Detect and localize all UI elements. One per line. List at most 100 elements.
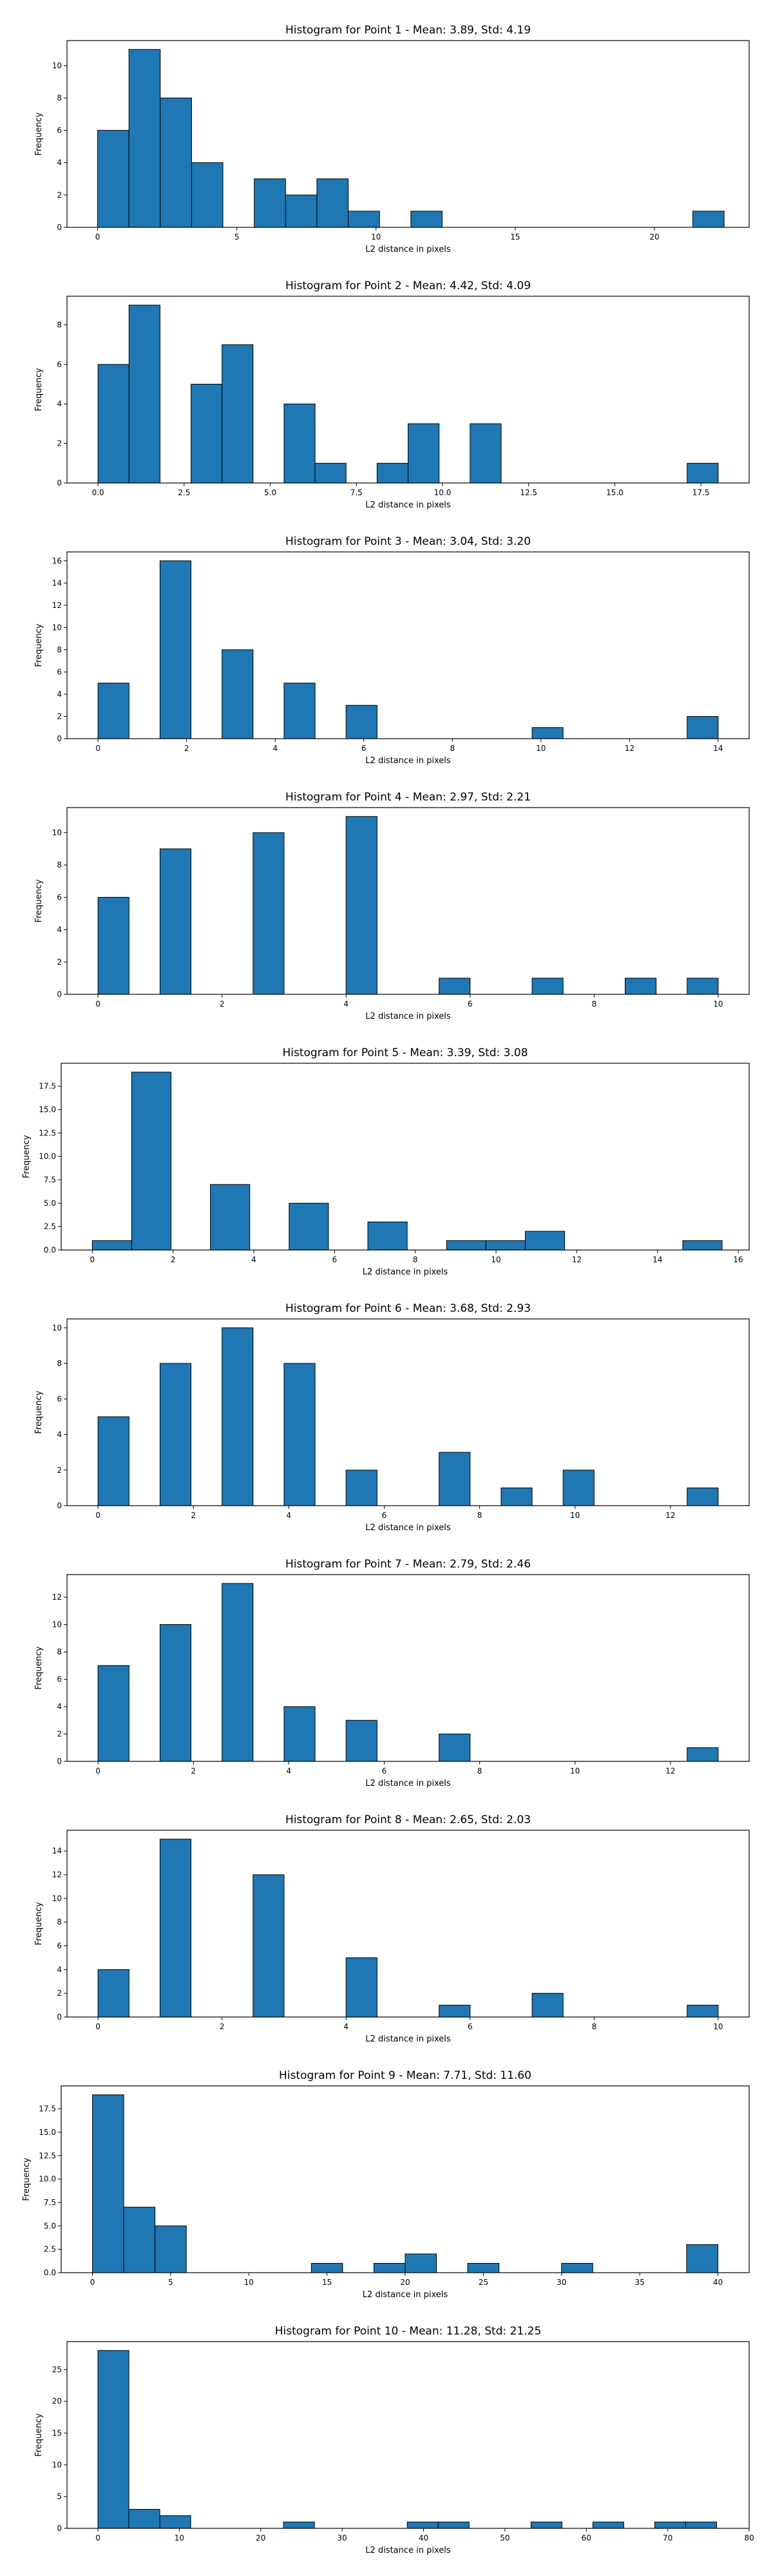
y-tick-label: 0	[57, 2524, 62, 2533]
y-tick-label: 2	[57, 191, 62, 200]
x-tick-label: 4	[272, 744, 278, 753]
y-tick-label: 4	[57, 158, 62, 167]
x-tick-label: 30	[557, 2278, 566, 2287]
y-tick-label: 12.5	[39, 2151, 56, 2160]
y-tick-label: 6	[57, 360, 62, 369]
histogram-bar	[283, 403, 316, 484]
y-tick-label: 7.5	[44, 1175, 56, 1184]
y-tick-label: 14	[52, 1846, 62, 1855]
y-axis-label: Frequency	[34, 368, 44, 411]
histogram-bar	[128, 305, 160, 484]
y-tick-label: 5.0	[44, 1198, 56, 1208]
y-tick-label: 2	[57, 1730, 62, 1739]
histogram-bar	[531, 727, 564, 739]
histogram-bar	[91, 1240, 132, 1251]
x-tick-label: 0	[90, 2278, 95, 2287]
y-tick-label: 4	[57, 1965, 62, 1974]
histogram-bar	[687, 462, 719, 484]
x-tick-label: 6	[361, 744, 367, 753]
x-tick-label: 0	[90, 1255, 95, 1264]
histogram-bar	[253, 1874, 285, 2018]
y-tick-label: 10	[52, 623, 62, 632]
histogram-bar	[687, 1747, 719, 1762]
histogram-bar	[128, 2508, 160, 2529]
plot-frame	[66, 807, 750, 995]
x-tick-label: 10	[244, 2278, 254, 2287]
histogram-bar	[191, 384, 223, 484]
y-tick-label: 10	[52, 2460, 62, 2469]
histogram-bar	[501, 1487, 533, 1506]
x-axis-label: L2 distance in pixels	[365, 2546, 451, 2555]
y-tick-label: 0.0	[44, 1245, 56, 1255]
x-tick-label: 10	[570, 1511, 580, 1520]
x-tick-label: 12.5	[520, 488, 537, 497]
y-tick-label: 0.0	[44, 2268, 56, 2277]
histogram-bar	[376, 462, 409, 484]
chart-title: Histogram for Point 10 - Mean: 11.28, St…	[275, 2325, 542, 2338]
y-tick-label: 10	[52, 1894, 62, 1903]
x-tick-label: 7.5	[350, 488, 363, 497]
plot-frame	[66, 1830, 750, 2018]
histogram-bar	[624, 978, 657, 995]
histogram-bar	[467, 2262, 500, 2273]
histogram-bar	[562, 1470, 595, 1506]
y-tick-label: 4	[57, 1702, 62, 1711]
histogram-bar	[159, 1363, 192, 1506]
x-tick-label: 8	[413, 1255, 418, 1264]
y-tick-label: 10	[52, 61, 62, 70]
x-tick-label: 10.0	[434, 488, 452, 497]
histogram-bar	[470, 423, 502, 484]
y-tick-label: 10.0	[39, 1152, 56, 1161]
y-tick-label: 8	[57, 645, 62, 654]
histogram-bar	[531, 1993, 564, 2018]
histogram-bar	[285, 194, 318, 228]
y-tick-label: 12	[52, 1593, 62, 1602]
x-tick-label: 15	[510, 232, 520, 242]
x-tick-label: 30	[337, 2533, 347, 2543]
x-axis-label: L2 distance in pixels	[365, 500, 451, 510]
histogram-bar	[97, 1665, 129, 1762]
histogram-bar	[97, 1969, 129, 2018]
x-axis-label: L2 distance in pixels	[363, 2290, 448, 2300]
plot-frame	[66, 551, 750, 739]
histogram-bar	[159, 2515, 191, 2529]
x-tick-label: 8	[477, 1511, 482, 1520]
histogram-bar	[222, 344, 254, 484]
y-tick-label: 6	[57, 126, 62, 135]
histogram-bar	[348, 211, 380, 228]
x-tick-label: 8	[591, 2022, 596, 2031]
x-tick-label: 2.5	[178, 488, 190, 497]
y-tick-label: 8	[57, 860, 62, 869]
y-axis-label: Frequency	[34, 1902, 44, 1945]
x-tick-label: 4	[343, 999, 348, 1009]
histogram-bar	[222, 1327, 254, 1506]
x-tick-label: 4	[287, 1766, 292, 1776]
x-tick-label: 14	[653, 1255, 662, 1264]
x-tick-label: 12	[572, 1255, 582, 1264]
histogram-bar	[210, 1184, 251, 1251]
y-tick-label: 6	[57, 1942, 62, 1951]
histogram-bar	[97, 683, 129, 739]
x-tick-label: 10	[713, 999, 723, 1009]
histogram-bar	[159, 848, 192, 995]
y-tick-label: 0	[57, 223, 62, 232]
histogram-bar	[592, 2521, 624, 2529]
y-tick-label: 8	[57, 320, 62, 329]
histogram-bar	[131, 1072, 171, 1251]
x-tick-label: 2	[191, 1766, 196, 1776]
histogram-bar	[97, 1416, 129, 1506]
y-tick-label: 6	[57, 1394, 62, 1403]
y-tick-label: 7.5	[44, 2198, 56, 2207]
y-axis-label: Frequency	[22, 2157, 32, 2201]
histogram-bar	[159, 1839, 192, 2018]
y-tick-label: 10	[52, 1620, 62, 1629]
histogram-bar	[687, 978, 719, 995]
histogram-bar	[373, 2262, 406, 2273]
x-axis-label: L2 distance in pixels	[365, 1523, 451, 1533]
y-tick-label: 2.5	[44, 2245, 56, 2254]
histogram-bar	[439, 978, 471, 995]
histogram-bar	[408, 423, 440, 484]
chart-title: Histogram for Point 4 - Mean: 2.97, Std:…	[285, 791, 531, 804]
histogram-bar	[485, 1240, 526, 1251]
x-tick-label: 0	[95, 999, 100, 1009]
